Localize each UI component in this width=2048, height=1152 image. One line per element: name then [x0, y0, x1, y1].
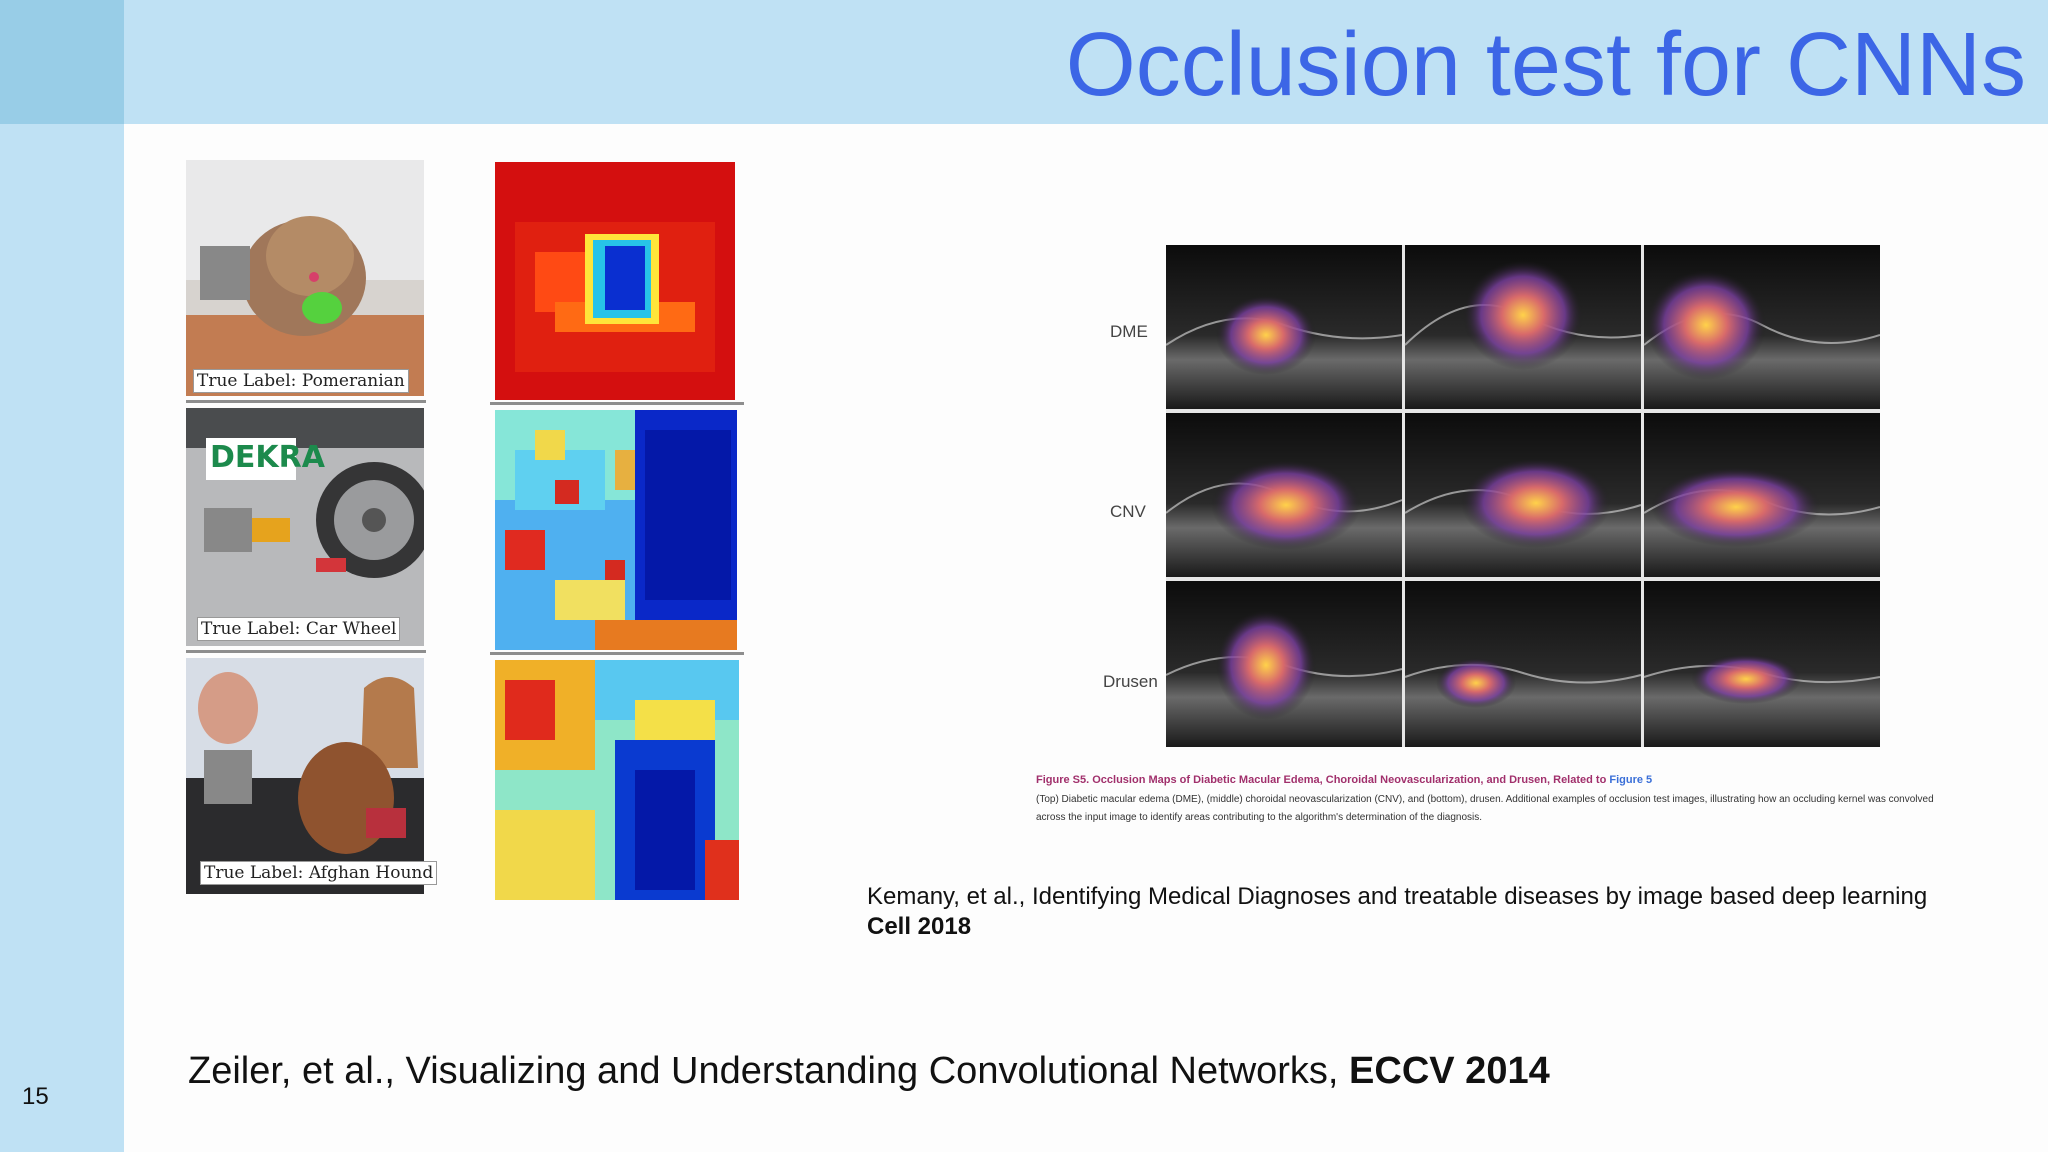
oct-caption-body: (Top) Diabetic macular edema (DME), (mid…	[1036, 794, 1934, 823]
afghan-hound-heatmap	[495, 660, 739, 900]
row-label-cnv: CNV	[1110, 502, 1146, 521]
kermany-citation: Kemany, et al., Identifying Medical Diag…	[867, 882, 1927, 942]
pomeranian-image	[186, 160, 424, 396]
separator	[186, 400, 426, 403]
caption-figure-link[interactable]: Figure 5	[1609, 774, 1653, 786]
kermany-venue: Cell 2018	[867, 913, 972, 940]
zeiler-citation-text: Zeiler, et al., Visualizing and Understa…	[188, 1050, 1350, 1092]
title-band	[124, 0, 2048, 124]
zeiler-venue: ECCV 2014	[1349, 1050, 1550, 1092]
separator	[490, 652, 744, 655]
row-label-drusen: Drusen	[1103, 672, 1158, 691]
afghan-hound-image	[186, 658, 424, 894]
car-wheel-image	[186, 408, 424, 646]
separator	[490, 402, 744, 405]
label-afghan-hound: True Label: Afghan Hound	[200, 861, 438, 885]
row-label-dme: DME	[1110, 322, 1148, 341]
kermany-citation-text: Kemany, et al., Identifying Medical Diag…	[867, 883, 1928, 910]
page-number: 15	[22, 1083, 49, 1110]
zeiler-citation: Zeiler, et al., Visualizing and Understa…	[188, 1050, 1550, 1093]
label-pomeranian: True Label: Pomeranian	[193, 369, 409, 393]
left-sidebar-band	[0, 0, 124, 1152]
caption-title-text: Figure S5. Occlusion Maps of Diabetic Ma…	[1036, 774, 1610, 786]
pomeranian-heatmap	[495, 162, 735, 400]
separator	[186, 650, 426, 653]
oct-caption-title: Figure S5. Occlusion Maps of Diabetic Ma…	[1036, 774, 1652, 786]
label-car-wheel: True Label: Car Wheel	[197, 617, 401, 641]
slide-title: Occlusion test for CNNs	[1065, 15, 2026, 115]
oct-occlusion-grid	[1166, 245, 1880, 747]
car-wheel-heatmap	[495, 410, 737, 650]
corner-block	[0, 0, 124, 124]
dekra-text: DEKRA	[210, 440, 325, 475]
